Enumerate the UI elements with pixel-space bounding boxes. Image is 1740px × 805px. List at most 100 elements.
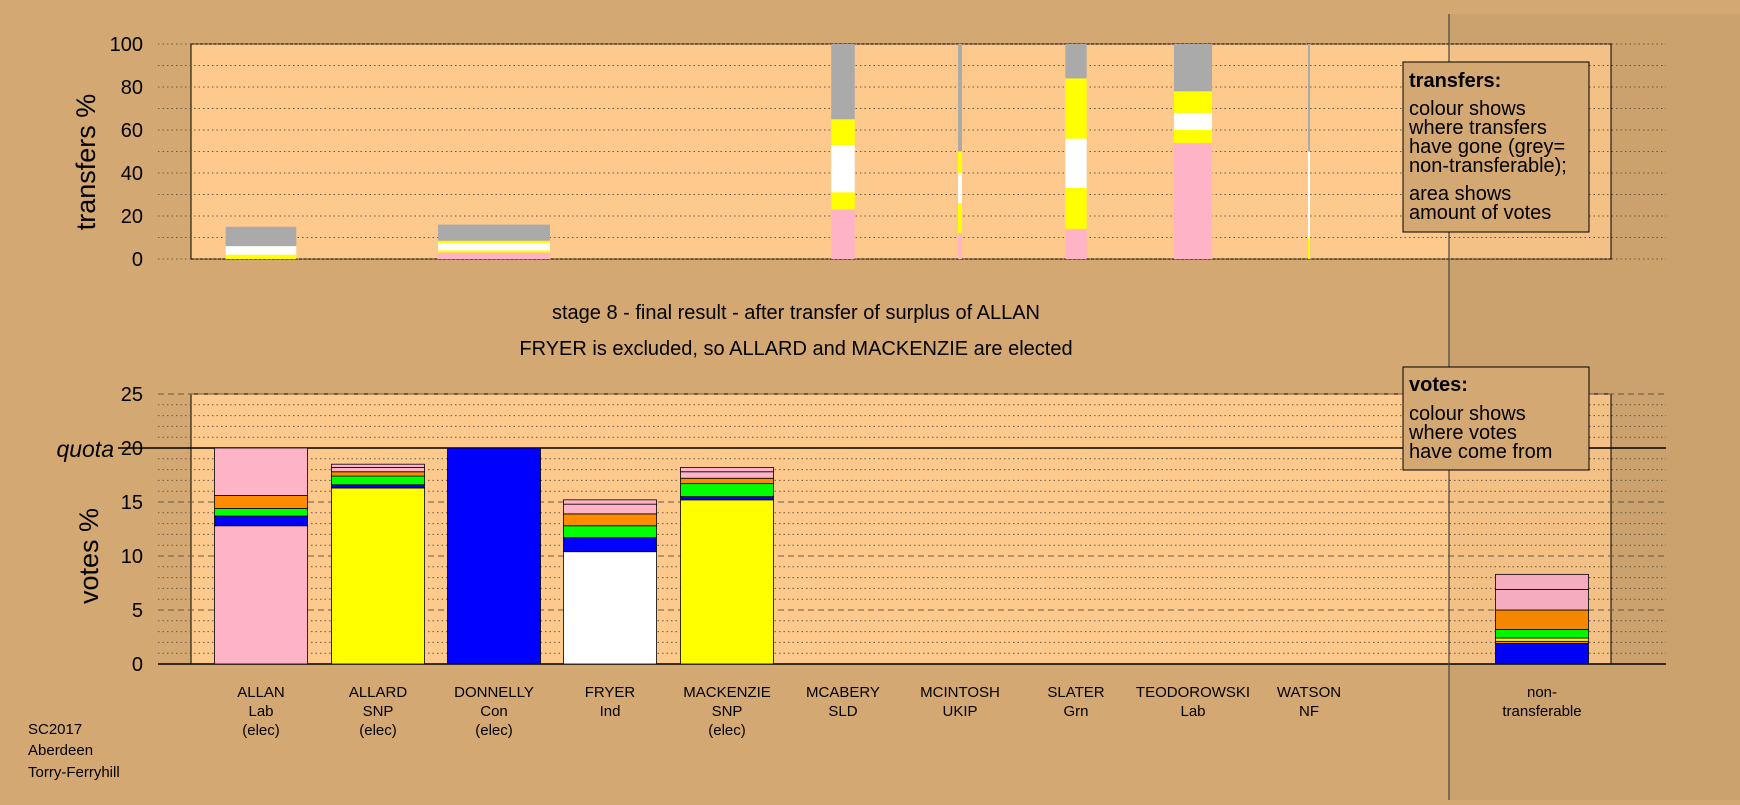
candidate-labels: ALLAN Lab (elec) ALLARD SNP (elec) DONNELLY Con…	[237, 684, 1581, 739]
caption-line-1: stage 8 - final result - after transfer …	[552, 302, 1040, 324]
vote-bar-segment	[680, 483, 774, 498]
transfer-bar-segment	[438, 252, 550, 259]
votes-legend-box	[1402, 366, 1590, 471]
top-y-tick-label: 60	[121, 120, 143, 142]
footer-line-1: SC2017	[28, 721, 82, 738]
candidate-party-label: SNP	[363, 703, 394, 720]
transfer-bar-segment	[225, 254, 297, 259]
transfer-bar-segment	[831, 119, 855, 146]
transfers-legend-title: transfers:	[1409, 70, 1501, 92]
transfer-bar-segment	[1173, 112, 1213, 130]
votes-legend: votes: colour shows where votes have com…	[1402, 366, 1590, 471]
candidate-status-label: (elec)	[708, 722, 746, 739]
bottom-y-tick-label: 15	[121, 492, 143, 514]
candidate-status-label: (elec)	[359, 722, 397, 739]
candidate-name-label: SLATER	[1047, 684, 1104, 701]
transfer-bar-segment	[1173, 91, 1213, 113]
candidate-name-label: ALLARD	[349, 684, 408, 701]
vote-bar-segment	[563, 513, 657, 527]
vote-bar-segment	[214, 515, 308, 527]
candidate-party-label: Lab	[1180, 703, 1205, 720]
transfer-bar-segment	[1065, 138, 1087, 189]
vote-bar-segment	[331, 471, 425, 477]
bottom-vote-bars	[214, 447, 1589, 665]
transfer-bar-segment	[1173, 44, 1213, 92]
transfer-bar-segment	[958, 233, 962, 259]
transfer-bar-segment	[958, 173, 962, 204]
bottom-y-tick-label: 10	[121, 546, 143, 568]
vote-bar-segment	[680, 499, 774, 665]
vote-bar-segment	[214, 447, 308, 496]
votes-legend-title: votes:	[1409, 374, 1468, 396]
vote-bar-segment	[563, 503, 657, 515]
candidate-status-label: (elec)	[475, 722, 513, 739]
top-y-tick-label: 100	[110, 34, 143, 56]
top-y-ticks: 0 20 40 60 80 100	[110, 34, 143, 271]
votes-legend-line-3: have come from	[1409, 441, 1552, 463]
candidate-party-label: transferable	[1502, 703, 1581, 720]
vote-bar-segment	[680, 496, 774, 501]
transfers-legend-line-6: amount of votes	[1409, 202, 1551, 224]
bottom-y-tick-label: 20	[121, 438, 143, 460]
vote-bar-segment	[214, 525, 308, 665]
candidate-name-label: WATSON	[1277, 684, 1341, 701]
transfers-legend: transfers: colour shows where transfers …	[1402, 61, 1590, 233]
transfer-bar-segment	[225, 226, 297, 247]
top-transfer-bars	[225, 44, 1310, 259]
vote-bar-segment	[563, 551, 657, 665]
vote-bar-segment	[331, 487, 425, 665]
bottom-y-tick-label: 0	[132, 654, 143, 676]
transfer-bar-segment	[958, 203, 962, 234]
candidate-party-label: Grn	[1063, 703, 1088, 720]
bottom-y-axis-label: votes %	[74, 508, 104, 604]
transfer-bar-segment	[1173, 130, 1213, 143]
vote-bar-segment	[331, 467, 425, 473]
candidate-name-label: TEODOROWSKI	[1136, 684, 1250, 701]
vote-bar-segment	[563, 525, 657, 539]
candidate-party-label: UKIP	[942, 703, 977, 720]
footer-line-3: Torry-Ferryhill	[28, 764, 120, 781]
votes-legend-line-2: where votes	[1408, 422, 1517, 444]
candidate-name-label: DONNELLY	[454, 684, 534, 701]
vote-bar-segment	[331, 484, 425, 489]
transfers-legend-line-2: where transfers	[1408, 117, 1547, 139]
bottom-y-ticks: 0 5 10 15 20 25	[121, 384, 143, 676]
quota-label: quota	[56, 436, 114, 462]
transfer-bar-segment	[438, 250, 550, 253]
transfers-legend-line-3: have gone (grey=	[1409, 136, 1565, 158]
vote-bar-segment	[563, 499, 657, 505]
candidate-name-label: ALLAN	[237, 684, 285, 701]
candidate-name-label: non-	[1527, 684, 1557, 701]
top-y-tick-label: 40	[121, 163, 143, 185]
vote-bar-segment	[331, 475, 425, 486]
transfers-legend-box	[1402, 61, 1590, 233]
bottom-y-tick-label: 5	[132, 600, 143, 622]
candidate-name-label: MCINTOSH	[920, 684, 1000, 701]
caption-line-2: FRYER is excluded, so ALLARD and MACKENZ…	[519, 338, 1072, 360]
transfer-bar-segment	[1308, 151, 1310, 238]
candidate-party-label: SLD	[828, 703, 857, 720]
transfer-bar-segment	[958, 151, 962, 173]
transfers-legend-line-5: area shows	[1409, 183, 1511, 205]
candidate-name-label: MACKENZIE	[683, 684, 771, 701]
transfer-bar-segment	[831, 145, 855, 193]
transfer-bar-segment	[1065, 228, 1087, 259]
transfers-legend-line-4: non-transferable);	[1409, 155, 1567, 177]
transfer-bar-segment	[1308, 237, 1310, 259]
candidate-name-label: MCABERY	[806, 684, 880, 701]
vote-bar-segment	[331, 463, 425, 468]
candidate-name-label: FRYER	[585, 684, 636, 701]
transfer-bar-segment	[225, 246, 297, 255]
top-y-tick-label: 20	[121, 206, 143, 228]
top-y-tick-label: 0	[132, 249, 143, 271]
candidate-party-label: Con	[480, 703, 508, 720]
bottom-plot-area	[190, 393, 1612, 665]
top-y-tick-label: 80	[121, 77, 143, 99]
vote-bar-segment	[214, 495, 308, 509]
transfer-bar-segment	[958, 44, 962, 152]
transfer-bar-segment	[831, 192, 855, 210]
transfers-legend-line-1: colour shows	[1409, 98, 1526, 120]
transfer-bar-segment	[438, 224, 550, 241]
